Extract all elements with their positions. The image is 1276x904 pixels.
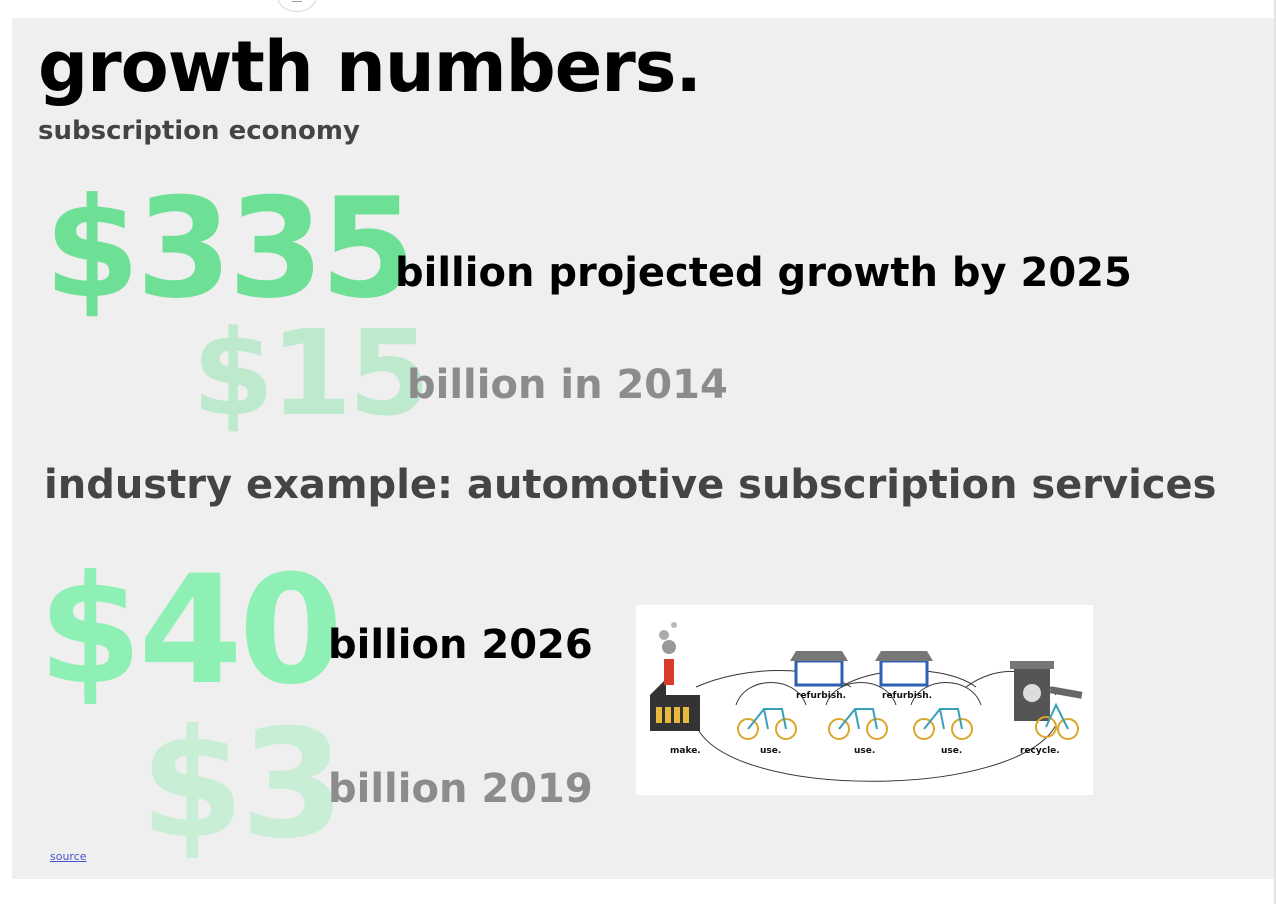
label-use-2: use. bbox=[854, 746, 875, 756]
stat-15-value: $15 bbox=[192, 304, 430, 442]
page-top-bar bbox=[0, 0, 1276, 18]
slide-title: growth numbers. bbox=[38, 26, 702, 108]
label-recycle: recycle. bbox=[1020, 746, 1060, 756]
label-refurbish-1: refurbish. bbox=[796, 691, 846, 701]
bicycle-icon-1 bbox=[737, 708, 797, 740]
stat-335-value: $335 bbox=[44, 168, 416, 329]
circular-lifecycle-diagram: make. use. use. use. refurbish. refurbis… bbox=[636, 605, 1093, 795]
factory-icon bbox=[650, 622, 700, 731]
label-use-3: use. bbox=[941, 746, 962, 756]
stat-335-caption: billion projected growth by 2025 bbox=[395, 250, 1132, 296]
shop-icon-2 bbox=[875, 651, 933, 687]
stat-3-caption: billion 2019 bbox=[328, 766, 593, 812]
stat-40-caption: billion 2026 bbox=[328, 622, 593, 668]
bicycle-icon-4 bbox=[1035, 686, 1083, 740]
label-make: make. bbox=[670, 746, 701, 756]
stat-3-value: $3 bbox=[140, 698, 345, 872]
stat-15-caption: billion in 2014 bbox=[407, 362, 728, 408]
stat-40-value: $40 bbox=[38, 544, 343, 718]
slide-subtitle: subscription economy bbox=[38, 116, 360, 146]
label-use-1: use. bbox=[760, 746, 781, 756]
bicycle-icon-3 bbox=[913, 708, 973, 740]
label-refurbish-2: refurbish. bbox=[882, 691, 932, 701]
source-link[interactable]: source bbox=[50, 850, 87, 863]
scrollbar-track[interactable] bbox=[1274, 0, 1276, 904]
bicycle-icon-2 bbox=[828, 708, 888, 740]
industry-heading: industry example: automotive subscriptio… bbox=[44, 462, 1217, 508]
recycle-bin-icon bbox=[1010, 661, 1054, 721]
shop-icon-1 bbox=[790, 651, 848, 687]
slide: growth numbers. subscription economy $33… bbox=[12, 18, 1274, 879]
